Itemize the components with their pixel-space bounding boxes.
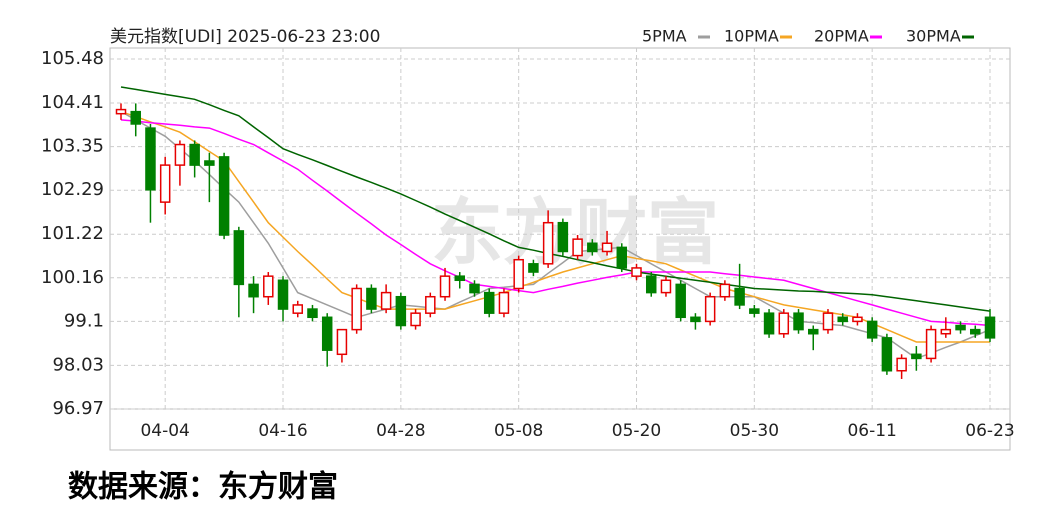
y-tick-label: 101.22: [41, 223, 104, 244]
chart-title: 美元指数[UDI] 2025-06-23 23:00: [110, 27, 380, 47]
watermark: 东方财富: [431, 191, 719, 275]
candle-body: [115, 108, 127, 115]
candle-body: [189, 143, 200, 166]
candle-body: [925, 328, 937, 360]
candle-body: [719, 283, 731, 298]
candle-body: [528, 263, 539, 273]
y-tick-label: 100.16: [41, 267, 104, 288]
candle-body: [483, 291, 495, 314]
x-tick-label: 04-04: [140, 421, 189, 441]
candle-body: [749, 308, 760, 314]
candle-body: [866, 320, 878, 339]
y-tick-label: 102.29: [41, 179, 104, 200]
candle-body: [130, 110, 141, 125]
y-tick-label: 105.48: [41, 48, 104, 69]
candle-body: [645, 275, 657, 294]
legend-label: 20PMA: [814, 27, 869, 46]
y-tick-label: 98.03: [52, 354, 104, 375]
candle-body: [159, 164, 171, 203]
candle-body: [233, 230, 245, 286]
candle-body: [896, 357, 907, 372]
candle-body: [248, 283, 259, 298]
candle-body: [704, 295, 716, 323]
candle-body: [572, 238, 583, 257]
candle-body: [380, 291, 392, 310]
candle-body: [675, 283, 686, 319]
x-tick-label: 06-11: [847, 421, 896, 441]
candle-body: [808, 328, 819, 335]
candle-body: [277, 279, 289, 310]
candle-body: [778, 312, 790, 335]
legend-label: 10PMA: [724, 27, 779, 46]
candle-body: [631, 267, 642, 277]
candle-body: [852, 316, 863, 323]
moving-average-line: [120, 110, 991, 360]
y-tick-label: 96.97: [52, 398, 104, 419]
candle-body: [616, 246, 628, 269]
candle-body: [911, 353, 922, 360]
x-tick-label: 05-30: [730, 421, 779, 441]
candle-body: [970, 328, 981, 335]
candle-body: [145, 127, 156, 191]
candle-body: [660, 279, 672, 294]
candle-body: [984, 316, 996, 339]
candle-body: [307, 308, 318, 319]
candle-body: [218, 156, 230, 236]
candle-body: [881, 337, 893, 372]
legend-label: 30PMA: [906, 27, 961, 46]
candle-body: [366, 287, 377, 310]
candle-body: [587, 242, 598, 253]
candle-body: [763, 312, 775, 335]
candle-body: [410, 312, 421, 327]
candle-body: [425, 295, 436, 314]
candle-body: [940, 328, 952, 335]
candle-body: [321, 316, 333, 351]
x-tick-label: 04-28: [376, 421, 425, 441]
candle-body: [793, 312, 804, 331]
source-note: 数据来源：东方财富: [68, 470, 338, 505]
y-tick-label: 99.1: [64, 310, 104, 331]
moving-average-line: [120, 119, 991, 327]
candle-body: [601, 242, 613, 253]
x-tick-label: 04-16: [258, 421, 307, 441]
candle-body: [454, 275, 466, 282]
x-tick-label: 05-08: [494, 421, 543, 441]
candle-body: [336, 328, 348, 356]
x-tick-label: 05-20: [612, 421, 661, 441]
candle-body: [292, 304, 303, 314]
candle-body: [395, 295, 407, 327]
candle-body: [174, 143, 186, 166]
moving-average-line: [120, 86, 991, 312]
candle-body: [498, 291, 510, 314]
moving-average-line: [120, 110, 990, 343]
candle-body: [351, 287, 362, 331]
plot-frame: [109, 47, 1011, 451]
x-tick-label: 06-23: [965, 421, 1014, 441]
y-tick-label: 104.41: [41, 92, 104, 113]
candle-body: [955, 324, 966, 331]
y-tick-label: 103.35: [41, 136, 104, 157]
candle-body: [690, 316, 701, 323]
legend-label: 5PMA: [642, 27, 687, 46]
candle-body: [557, 221, 569, 253]
candle-body: [837, 316, 848, 323]
candle-body: [542, 221, 554, 265]
candle-body: [263, 275, 274, 298]
candle-body: [822, 312, 834, 331]
candle-body: [439, 275, 451, 298]
candle-body: [734, 287, 745, 306]
candle-body: [513, 258, 524, 290]
candle-body: [469, 283, 480, 294]
candle-body: [204, 160, 215, 166]
